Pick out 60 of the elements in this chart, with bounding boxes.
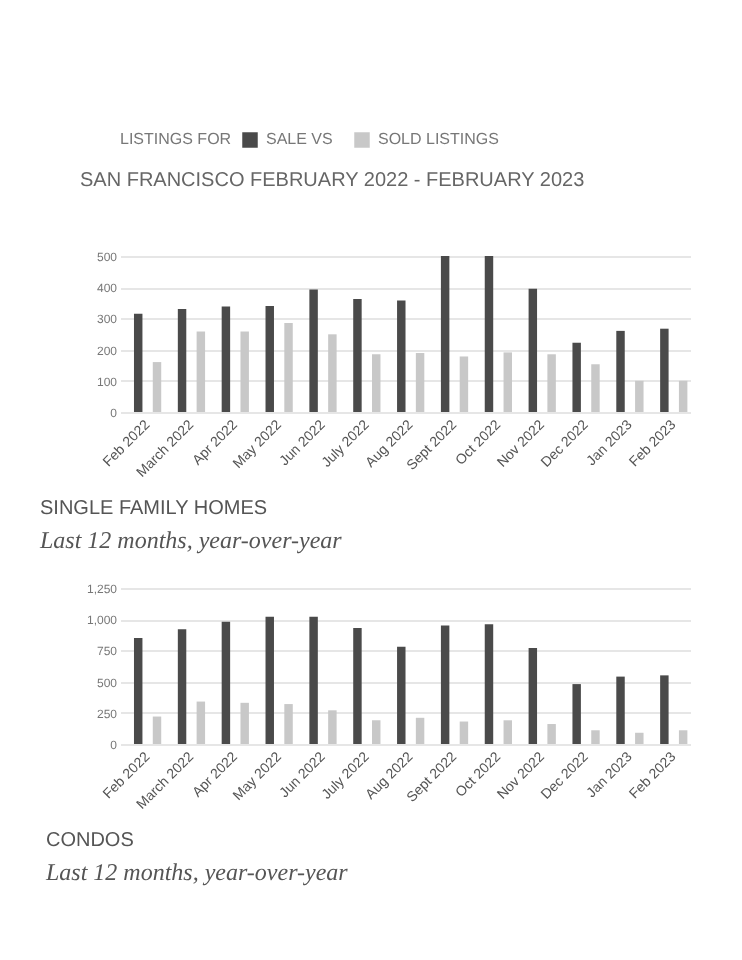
bar <box>591 730 600 744</box>
bar <box>635 732 644 744</box>
bar <box>372 720 381 744</box>
bar <box>177 309 187 412</box>
bar <box>133 313 143 412</box>
bar <box>240 702 249 744</box>
bar <box>353 299 362 412</box>
bar <box>528 647 538 744</box>
bar <box>353 627 362 744</box>
bar <box>484 256 494 412</box>
bar <box>152 716 162 744</box>
bar <box>397 300 406 412</box>
bar <box>459 356 469 412</box>
bar <box>265 305 274 412</box>
bar <box>284 323 293 412</box>
bar <box>591 364 600 412</box>
bar <box>440 625 450 744</box>
bar <box>484 624 494 744</box>
bar <box>265 616 274 744</box>
bar <box>328 334 337 412</box>
bar <box>678 730 688 744</box>
bar <box>196 701 206 744</box>
bar <box>547 354 556 412</box>
bar <box>328 710 337 744</box>
bar <box>152 362 162 412</box>
text: SINGLE FAMILY HOMES <box>40 498 268 521</box>
bar <box>572 684 581 744</box>
bar <box>440 256 450 412</box>
bar <box>660 328 669 412</box>
legend-title: LISTINGS FOR <box>120 130 232 148</box>
bar <box>503 720 512 744</box>
bar <box>133 637 143 744</box>
bar <box>309 289 318 412</box>
bar <box>660 675 669 744</box>
bar <box>284 704 293 744</box>
text: SAN FRANCISCO FEBRUARY 2022 - FEBRUARY 2023 <box>80 170 586 192</box>
text: Last 12 months, year-over-year <box>38 526 343 555</box>
bar <box>678 380 688 412</box>
bar <box>415 353 425 412</box>
bar <box>635 380 644 412</box>
text: CONDOS <box>45 830 135 853</box>
bar <box>572 342 581 412</box>
bar <box>503 352 512 412</box>
bar <box>459 721 469 744</box>
bar <box>196 331 206 412</box>
legend-label: SOLD LISTINGS <box>378 130 499 148</box>
bar <box>221 306 231 412</box>
bar <box>240 331 249 412</box>
text: Last 12 months, year-over-year <box>43 858 349 887</box>
bar <box>221 621 231 744</box>
bar <box>309 616 318 744</box>
bar <box>397 646 406 744</box>
legend-label: SALE VS <box>266 130 333 148</box>
bar <box>616 330 625 412</box>
bar <box>616 676 625 744</box>
bar <box>415 717 425 744</box>
bar <box>372 354 381 412</box>
bar <box>528 288 538 412</box>
bar <box>547 724 556 744</box>
bar <box>177 629 187 744</box>
